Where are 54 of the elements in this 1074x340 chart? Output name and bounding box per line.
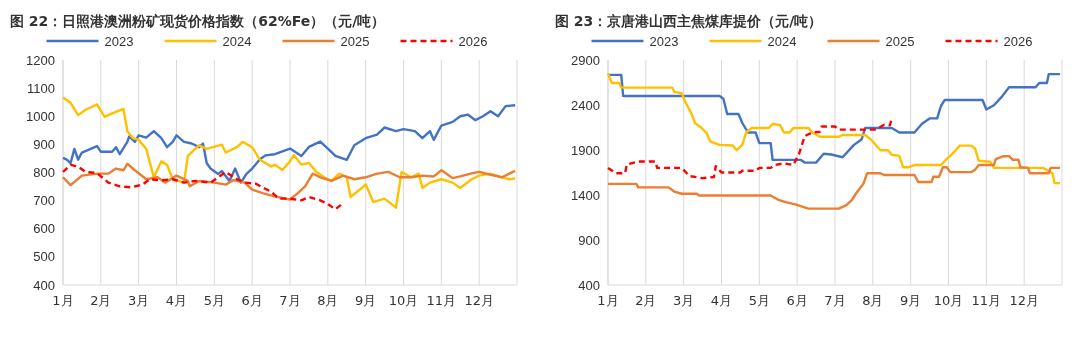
line-series	[61, 96, 517, 209]
x-tick-label: 1月	[597, 293, 619, 308]
x-tick-label: 1月	[52, 293, 74, 308]
x-tick-label: 10月	[933, 293, 964, 308]
y-tick-label: 600	[33, 221, 55, 237]
x-tick-label: 11月	[971, 293, 1002, 308]
x-tick-label: 5月	[748, 293, 770, 308]
legend-label: 2023	[104, 33, 134, 49]
x-tick-label: 11月	[426, 293, 457, 308]
x-tick-label: 12月	[464, 293, 494, 308]
legend-label: 2023	[649, 33, 679, 49]
y-tick-label: 400	[33, 277, 55, 293]
line-series	[61, 162, 517, 201]
x-tick-label: 2月	[90, 293, 112, 308]
x-tick-label: 9月	[900, 293, 922, 308]
x-tick-label: 3月	[128, 293, 150, 308]
x-tick-label: 3月	[673, 293, 695, 308]
y-tick-label: 1200	[26, 52, 55, 68]
line-series	[606, 72, 1062, 185]
x-tick-label: 8月	[862, 293, 884, 308]
x-tick-label: 9月	[355, 293, 377, 308]
y-tick-label: 800	[33, 165, 55, 181]
y-tick-label: 900	[578, 232, 600, 248]
y-tick-label: 900	[33, 136, 55, 152]
legend-label: 2024	[767, 33, 797, 49]
x-tick-label: 4月	[710, 293, 733, 308]
x-tick-label: 7月	[279, 293, 301, 308]
legend-label: 2026	[458, 33, 488, 49]
y-tick-label: 1100	[27, 80, 55, 96]
y-tick-label: 1000	[26, 108, 55, 124]
chart-title: 图 22：日照港澳洲粉矿现货价格指数（62%Fe）（元/吨）	[10, 13, 386, 29]
x-tick-label: 4月	[165, 293, 188, 308]
y-tick-label: 400	[578, 277, 600, 293]
chart-title: 图 23：京唐港山西主焦煤库提价（元/吨）	[555, 13, 823, 29]
x-tick-label: 7月	[824, 293, 846, 308]
x-tick-label: 6月	[241, 293, 263, 308]
y-tick-label: 1400	[571, 187, 600, 203]
x-tick-label: 12月	[1009, 293, 1039, 308]
legend-label: 2024	[222, 33, 252, 49]
y-tick-label: 1900	[571, 142, 600, 158]
y-tick-label: 500	[33, 249, 55, 265]
legend-label: 2025	[885, 33, 915, 49]
x-tick-label: 6月	[786, 293, 808, 308]
line-series	[606, 155, 1062, 210]
line-series	[61, 104, 517, 184]
x-tick-label: 8月	[317, 293, 339, 308]
x-tick-label: 10月	[388, 293, 419, 308]
x-tick-label: 5月	[203, 293, 225, 308]
y-tick-label: 700	[33, 193, 55, 209]
y-tick-label: 2400	[571, 97, 600, 113]
y-tick-label: 2900	[571, 52, 600, 68]
legend-label: 2026	[1003, 33, 1033, 49]
legend-label: 2025	[340, 33, 370, 49]
x-tick-label: 2月	[635, 293, 657, 308]
